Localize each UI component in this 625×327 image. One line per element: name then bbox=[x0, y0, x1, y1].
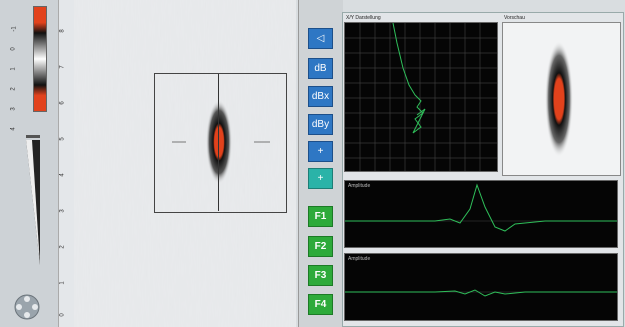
cursor-line[interactable] bbox=[218, 74, 219, 211]
ruler-tick: 8 bbox=[59, 29, 66, 33]
scale-tick: 2 bbox=[10, 87, 17, 91]
xy-plot-canvas bbox=[345, 22, 497, 171]
vertical-ruler: 8 7 6 5 4 3 2 1 0 bbox=[58, 0, 75, 327]
scale-tick: 4 bbox=[10, 127, 17, 131]
button-label: ◁ bbox=[316, 33, 325, 44]
db-button[interactable]: dB bbox=[308, 58, 333, 79]
ruler-tick: 7 bbox=[59, 65, 66, 69]
tool-bar: ◁ dB dBx dBy + + F1 F2 F3 F4 bbox=[298, 0, 343, 327]
a-scan-1-title: Amplitude bbox=[348, 183, 371, 189]
view-panel-title: Vorschau bbox=[504, 15, 525, 21]
button-label: dB bbox=[314, 63, 327, 74]
gain-wedge bbox=[26, 135, 40, 265]
region-of-interest-box[interactable] bbox=[154, 73, 287, 213]
scale-tick: 3 bbox=[10, 107, 17, 111]
crosshair-button[interactable]: + bbox=[308, 141, 333, 162]
ruler-tick: 4 bbox=[59, 173, 66, 177]
xy-panel-title: X/Y Darstellung bbox=[346, 15, 381, 21]
f3-button[interactable]: F3 bbox=[308, 265, 333, 286]
crosshair-add-button[interactable]: + bbox=[308, 168, 333, 189]
preview-panel[interactable] bbox=[502, 22, 621, 176]
a-scan-2-canvas bbox=[345, 289, 617, 297]
ruler-tick: 6 bbox=[59, 101, 66, 105]
scale-tick-labels: -1 0 1 2 3 4 bbox=[8, 6, 32, 326]
scan-image bbox=[74, 0, 296, 327]
button-label: F4 bbox=[314, 299, 327, 310]
cursor-tool-button[interactable]: ◁ bbox=[308, 28, 333, 49]
ruler-tick: 0 bbox=[59, 313, 66, 317]
a-scan-plot-1[interactable]: Amplitude bbox=[344, 180, 618, 248]
f4-button[interactable]: F4 bbox=[308, 294, 333, 315]
f2-button[interactable]: F2 bbox=[308, 236, 333, 257]
button-label: dBy bbox=[311, 119, 330, 130]
crosshair-icon: + bbox=[317, 146, 324, 157]
preview-image bbox=[545, 41, 573, 157]
c-scan-view[interactable] bbox=[74, 0, 296, 327]
db-x-button[interactable]: dBx bbox=[308, 86, 333, 107]
f1-button[interactable]: F1 bbox=[308, 206, 333, 227]
button-label: F2 bbox=[314, 241, 327, 252]
ruler-tick: 5 bbox=[59, 137, 66, 141]
scale-tick: 0 bbox=[10, 47, 17, 51]
a-scan-plot-2[interactable]: Amplitude bbox=[344, 253, 618, 321]
a-scan-2-title: Amplitude bbox=[348, 256, 371, 262]
scale-tick: 1 bbox=[10, 67, 17, 71]
button-label: F3 bbox=[314, 270, 327, 281]
button-label: dBx bbox=[311, 91, 330, 102]
navigation-pad-icon[interactable] bbox=[14, 294, 40, 320]
ruler-tick: 1 bbox=[59, 281, 66, 285]
button-label: F1 bbox=[314, 211, 327, 222]
xy-plot[interactable] bbox=[344, 22, 498, 172]
crosshair-add-icon: + bbox=[317, 173, 324, 184]
ruler-tick: 3 bbox=[59, 209, 66, 213]
color-scale-bar bbox=[33, 6, 47, 112]
a-scan-1-canvas bbox=[345, 183, 617, 232]
scale-tick: -1 bbox=[11, 26, 18, 32]
db-y-button[interactable]: dBy bbox=[308, 114, 333, 135]
ruler-tick: 2 bbox=[59, 245, 66, 249]
